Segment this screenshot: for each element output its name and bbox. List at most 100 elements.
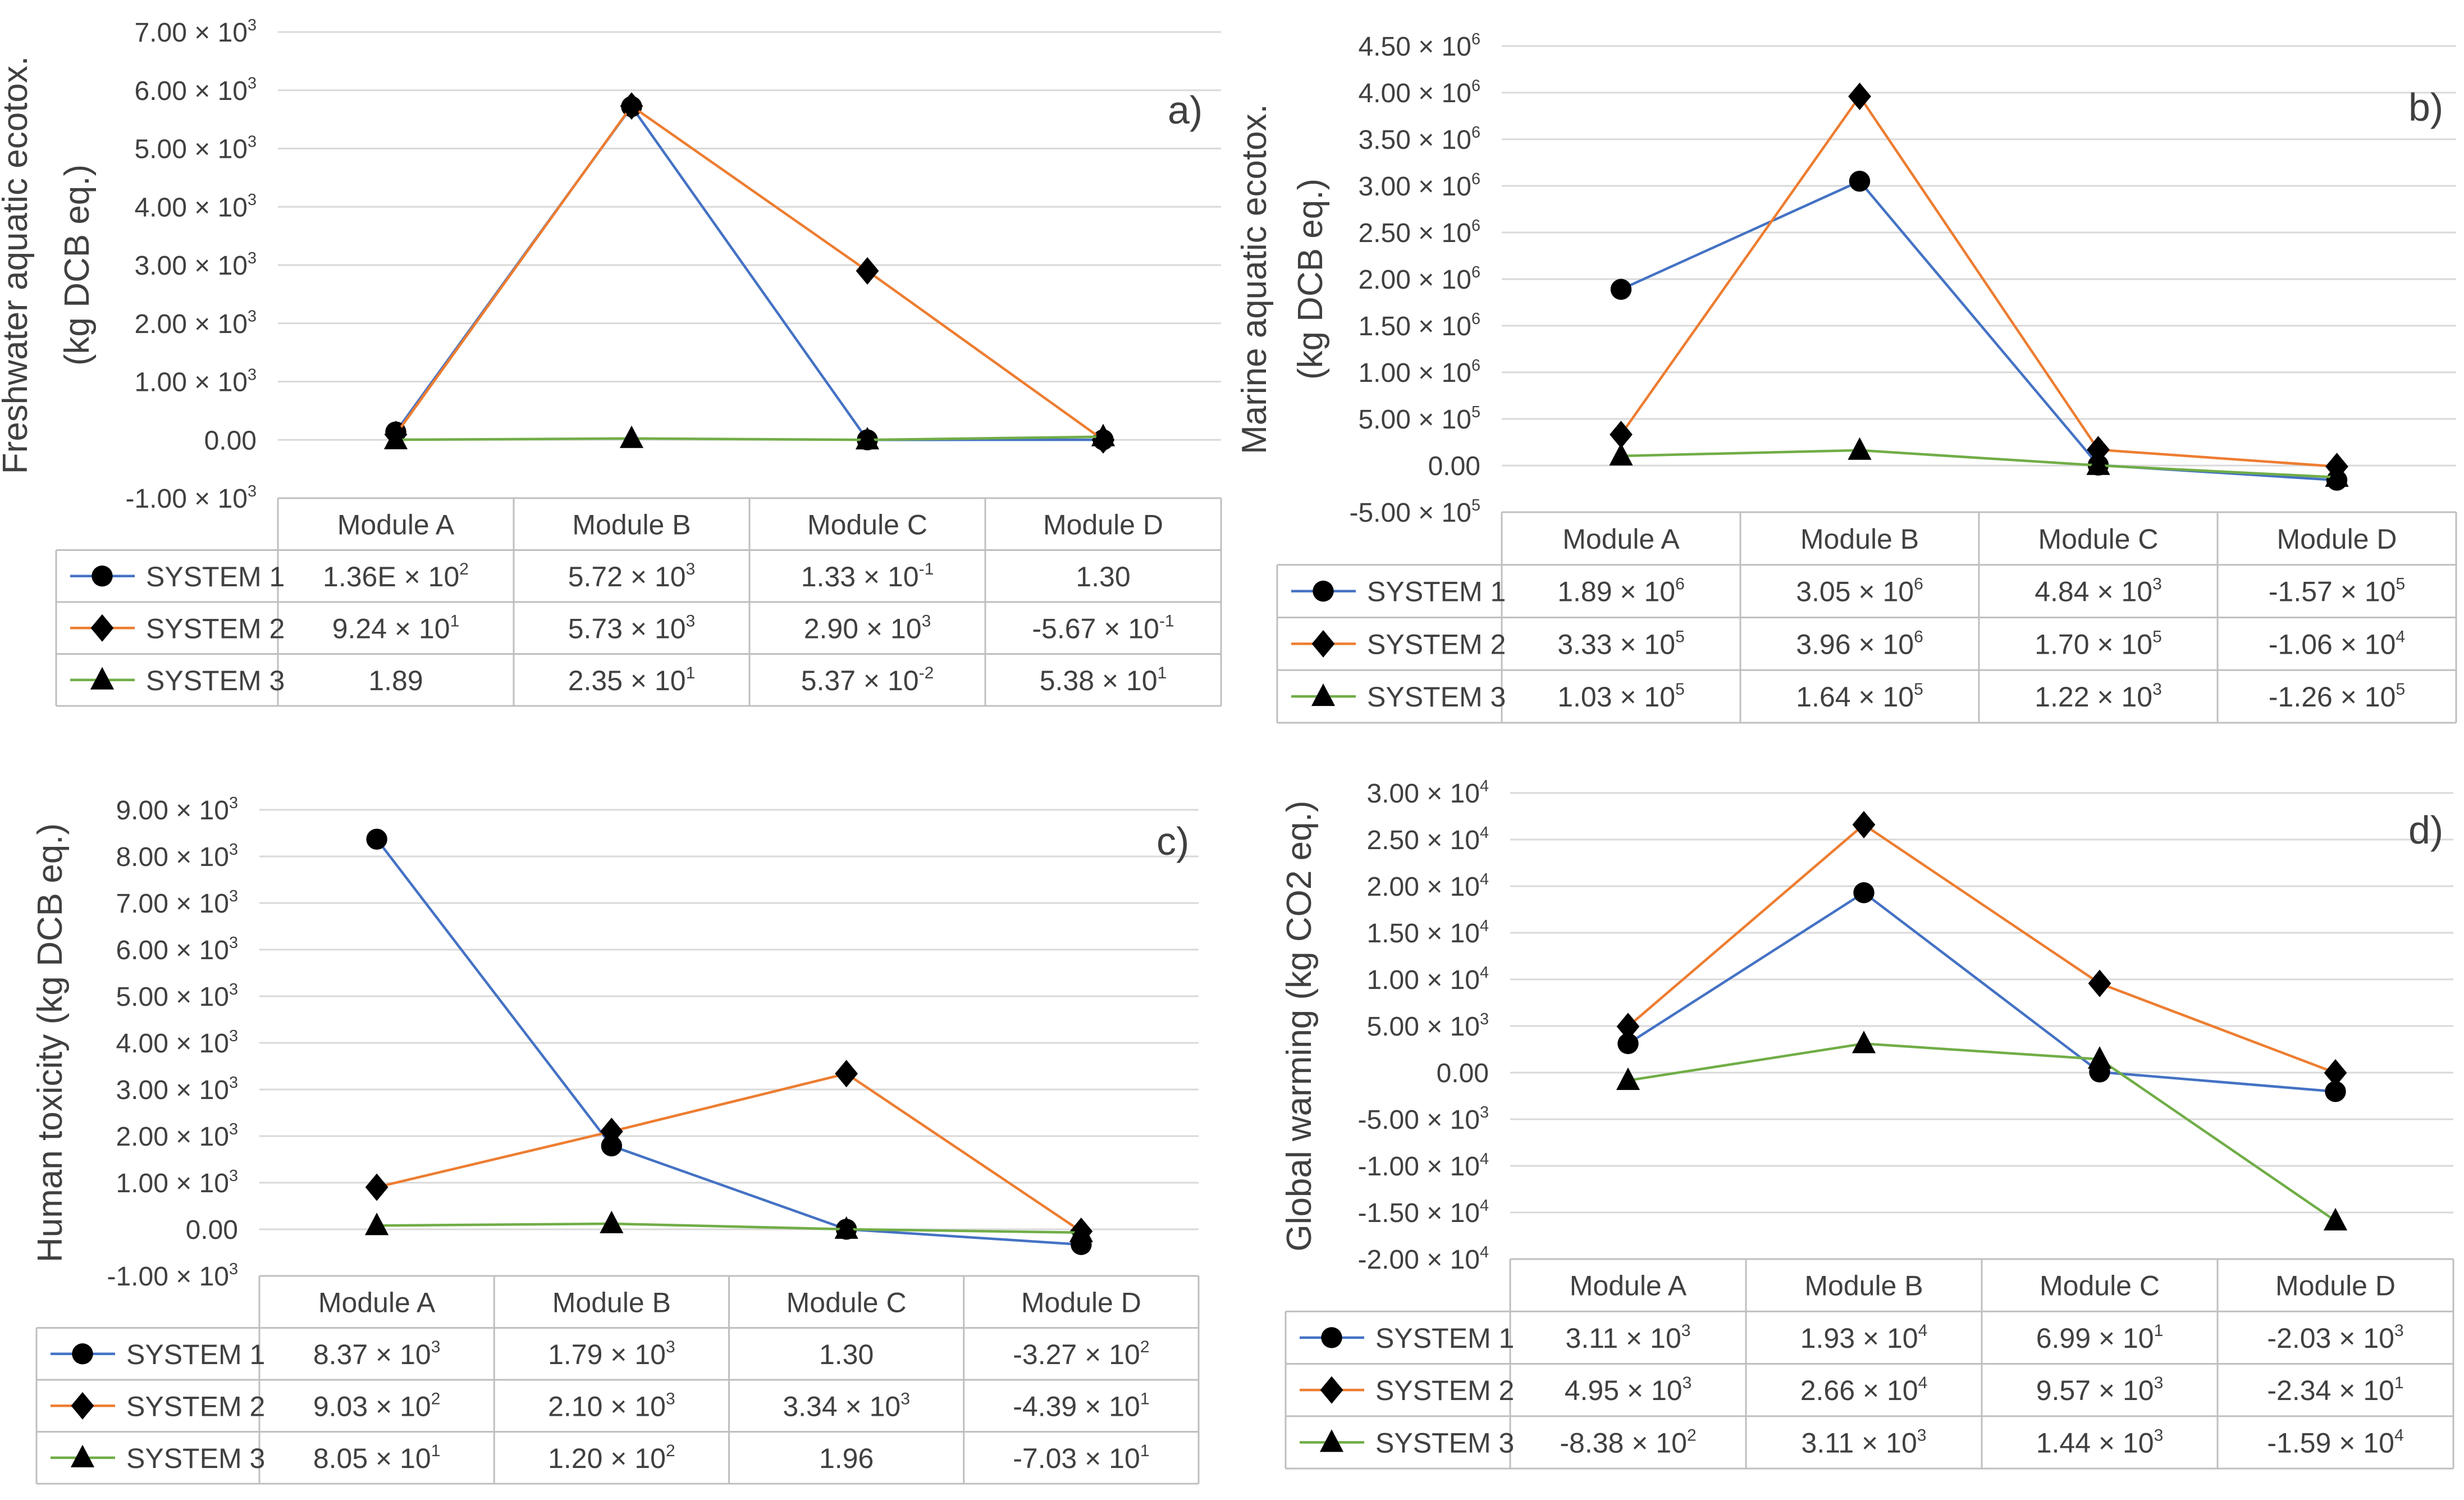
legend-marker (1321, 1327, 1342, 1348)
data-label: 2.35 × 101 (568, 664, 696, 696)
panel-label: a) (1168, 88, 1203, 132)
data-label: 1.79 × 103 (548, 1338, 675, 1370)
data-label: 5.72 × 103 (568, 560, 696, 592)
y-tick-label: 1.50 × 106 (1358, 310, 1480, 341)
data-point-s1 (1610, 279, 1632, 300)
chart-panel-2: -5.00 × 105 0.00 5.00 × 105 1.00 × 106 1.50 … (1235, 30, 2457, 724)
data-point-s3 (2325, 464, 2349, 487)
legend-label: SYSTEM 1 (146, 561, 285, 592)
data-point-s3 (619, 425, 644, 448)
data-label: -4.39 × 101 (1013, 1389, 1149, 1422)
data-label: -5.67 × 10-1 (1032, 612, 1174, 644)
panel-label: d) (2408, 808, 2443, 852)
data-label: 1.96 (819, 1443, 874, 1474)
legend-label: SYSTEM 2 (1375, 1375, 1514, 1406)
legend-marker (1311, 630, 1335, 658)
data-label: 9.24 × 101 (332, 612, 460, 644)
y-tick-label: 3.00 × 103 (134, 249, 257, 281)
y-tick-label: 1.50 × 104 (1366, 917, 1489, 949)
data-label: -1.26 × 105 (2269, 680, 2405, 713)
y-tick-label: -1.00 × 104 (1357, 1150, 1489, 1182)
legend-label: SYSTEM 1 (126, 1339, 265, 1370)
data-point-s2 (2324, 1059, 2347, 1087)
y-tick-label: 0.00 (186, 1215, 238, 1245)
y-axis-label: Human toxicity (kg DCB eq.) (31, 823, 70, 1262)
y-tick-label: 5.00 × 103 (1366, 1010, 1489, 1042)
category-label: Module B (1804, 1270, 1923, 1302)
data-point-s2 (620, 92, 643, 120)
category-label: Module B (1800, 523, 1919, 555)
legend-label: SYSTEM 2 (146, 613, 285, 644)
data-label: 1.70 × 105 (2035, 627, 2162, 660)
legend-marker (90, 667, 115, 690)
data-point-s2 (1616, 1013, 1640, 1041)
data-label: 8.37 × 103 (313, 1338, 441, 1370)
data-point-s1 (1853, 882, 1875, 904)
y-tick-label: 4.00 × 103 (134, 191, 257, 222)
series-line-3 (1628, 1042, 2337, 1222)
category-label: Module A (318, 1287, 436, 1318)
legend-label: SYSTEM 2 (126, 1390, 265, 1422)
data-point-s2 (1848, 83, 1871, 111)
data-point-s3 (2087, 1046, 2112, 1069)
y-tick-label: 4.00 × 103 (116, 1027, 238, 1059)
data-point-s2 (835, 1060, 858, 1088)
data-point-s3 (1609, 443, 1633, 466)
data-table: Module A Module B Module C Module D SYSTEM 1… (1284, 1258, 2454, 1470)
y-tick-label: 6.00 × 103 (116, 934, 238, 965)
legend-marker (1311, 683, 1336, 706)
data-label: -3.27 × 102 (1013, 1338, 1149, 1370)
category-label: Module A (1562, 523, 1680, 555)
category-label: Module B (572, 509, 691, 540)
category-label: Module C (2040, 1270, 2160, 1302)
data-point-s3 (365, 1212, 389, 1235)
y-tick-label: -2.00 × 104 (1357, 1243, 1489, 1275)
series-line-3 (395, 435, 1104, 441)
data-label: 1.33 × 10-1 (801, 560, 934, 592)
data-label: 3.96 × 106 (1796, 627, 1923, 660)
data-point-s2 (1852, 810, 1876, 838)
series-line-3 (377, 1222, 1081, 1234)
data-label: 4.95 × 103 (1565, 1374, 1692, 1406)
data-label: 3.34 × 103 (783, 1389, 910, 1422)
data-label: 4.84 × 103 (2035, 575, 2162, 608)
data-point-s1 (1617, 1033, 1639, 1055)
data-label: 2.66 × 104 (1800, 1374, 1928, 1406)
data-point-s3 (1616, 1067, 1640, 1090)
data-point-s3 (383, 426, 408, 450)
y-tick-label: 5.00 × 103 (134, 133, 257, 164)
chart-panel-3: -1.00 × 103 0.00 1.00 × 103 2.00 × 103 3.00 … (31, 794, 1200, 1485)
data-label: 1.30 (819, 1339, 874, 1370)
y-tick-label: 9.00 × 103 (116, 794, 238, 826)
y-axis-label: Global warming (kg CO2 eq.) (1280, 801, 1319, 1252)
data-point-s3 (2323, 1207, 2348, 1230)
legend-label: SYSTEM 3 (1367, 681, 1506, 713)
data-table: Module A Module B Module C Module D SYSTEM 1… (35, 1275, 1200, 1485)
y-tick-label: -1.50 × 104 (1357, 1197, 1489, 1228)
data-label: 2.90 × 103 (804, 612, 931, 644)
data-label: -2.03 × 103 (2267, 1321, 2403, 1354)
legend-marker (1319, 1429, 1344, 1452)
legend-marker (92, 566, 113, 587)
data-label: 1.22 × 103 (2035, 680, 2162, 713)
y-tick-label: 5.00 × 103 (116, 981, 238, 1012)
data-point-s3 (834, 1216, 858, 1239)
legend-label: SYSTEM 1 (1375, 1323, 1514, 1354)
legend-marker (71, 1392, 94, 1420)
data-label: -7.03 × 101 (1013, 1442, 1149, 1474)
data-label: 2.10 × 103 (548, 1389, 675, 1422)
data-label: -1.57 × 105 (2269, 575, 2405, 608)
data-label: 9.57 × 103 (2036, 1374, 2164, 1406)
data-label: 1.03 × 105 (1557, 680, 1685, 713)
data-label: 1.64 × 105 (1796, 680, 1923, 713)
data-label: 8.05 × 101 (313, 1442, 441, 1474)
data-label: 9.03 × 102 (313, 1389, 441, 1422)
data-label: 1.36E × 102 (323, 560, 469, 592)
category-label: Module C (787, 1287, 907, 1318)
series-line-3 (1621, 449, 2337, 479)
data-point-s3 (1848, 437, 1872, 460)
legend-label: SYSTEM 3 (1375, 1427, 1514, 1458)
y-tick-label: 6.00 × 103 (134, 75, 257, 106)
category-label: Module A (1570, 1270, 1687, 1302)
y-tick-label: 1.00 × 103 (134, 366, 257, 397)
